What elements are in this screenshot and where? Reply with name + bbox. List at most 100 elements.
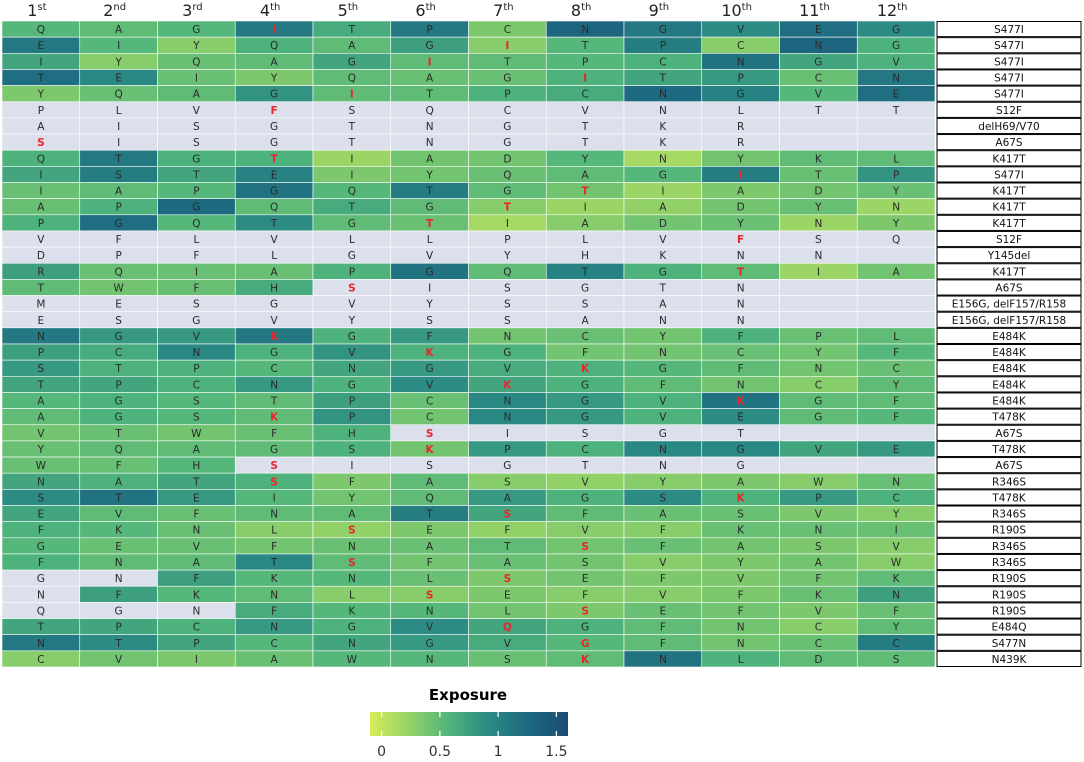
residue-label: S <box>38 492 45 504</box>
residue-label: F <box>737 234 744 246</box>
residue-label: C <box>737 40 744 52</box>
residue-label: G <box>659 24 667 36</box>
residue-label: F <box>660 379 666 391</box>
residue-label: K <box>659 137 667 149</box>
residue-label: N <box>737 379 745 391</box>
row-label: S12F <box>996 234 1022 246</box>
residue-label: F <box>582 347 588 359</box>
column-header: 12th <box>877 1 908 20</box>
residue-label: F <box>116 589 122 601</box>
row-label-box <box>936 263 1082 280</box>
residue-label: P <box>115 202 121 214</box>
residue-label: L <box>193 234 199 246</box>
residue-label: I <box>661 186 664 198</box>
row-label-box <box>936 134 1082 151</box>
residue-label: L <box>738 105 744 117</box>
residue-label: G <box>115 218 123 230</box>
residue-label: I <box>428 56 432 68</box>
heatmap-cell <box>779 424 858 442</box>
residue-label: C <box>193 622 200 634</box>
residue-label: E <box>893 444 900 456</box>
residue-label: N <box>814 525 822 537</box>
residue-label: F <box>738 605 744 617</box>
residue-label: D <box>737 202 745 214</box>
residue-label: N <box>737 622 745 634</box>
residue-label: D <box>503 153 511 165</box>
column-header: 9th <box>649 1 669 20</box>
residue-label: N <box>270 379 278 391</box>
row-label-box <box>936 521 1082 538</box>
residue-label: S <box>504 282 511 294</box>
residue-label: V <box>504 363 512 375</box>
residue-label: F <box>193 250 199 262</box>
residue-label: Q <box>892 234 900 246</box>
residue-label: N <box>37 638 45 650</box>
residue-label: S <box>582 299 589 311</box>
row-label: A67S <box>995 282 1023 294</box>
residue-label: S <box>115 169 122 181</box>
heatmap-cell <box>856 456 936 474</box>
row-label: R190S <box>992 573 1026 585</box>
residue-label: Q <box>114 89 122 101</box>
residue-label: I <box>273 492 276 504</box>
residue-label: V <box>271 315 279 327</box>
residue-label: N <box>270 589 278 601</box>
residue-label: N <box>892 202 900 214</box>
heatmap-cell <box>856 650 936 668</box>
residue-label: N <box>659 347 667 359</box>
residue-label: Y <box>37 444 45 456</box>
residue-label: Y <box>892 379 900 391</box>
residue-label: A <box>271 266 279 278</box>
residue-label: S <box>349 105 356 117</box>
residue-label: G <box>270 89 278 101</box>
residue-label: V <box>37 428 45 440</box>
residue-label: L <box>427 573 433 585</box>
residue-label: N <box>348 573 356 585</box>
residue-label: N <box>37 589 45 601</box>
row-label-box <box>936 634 1082 651</box>
heatmap-cell <box>779 295 858 312</box>
residue-label: Y <box>348 492 356 504</box>
row-label-box <box>936 489 1082 506</box>
residue-label: N <box>192 525 200 537</box>
residue-label: Y <box>892 186 900 198</box>
residue-label: T <box>503 541 511 553</box>
residue-label: Y <box>114 56 122 68</box>
row-label-box <box>936 53 1082 70</box>
residue-label: V <box>893 56 901 68</box>
column-header: 8th <box>571 1 591 20</box>
heatmap-cell <box>856 246 936 264</box>
residue-label: T <box>114 153 122 165</box>
row-label: E484K <box>992 379 1027 391</box>
residue-label: N <box>814 40 822 52</box>
residue-label: L <box>271 525 277 537</box>
residue-label: K <box>581 654 590 666</box>
residue-label: S <box>348 557 356 569</box>
residue-label: N <box>426 121 434 133</box>
residue-label: V <box>504 638 512 650</box>
column-header: 2nd <box>103 1 126 20</box>
row-label-box <box>936 295 1082 312</box>
column-header: 6th <box>415 1 435 20</box>
residue-label: V <box>815 89 823 101</box>
row-label: T478K <box>991 492 1026 504</box>
residue-label: Y <box>503 250 511 262</box>
residue-label: P <box>38 347 44 359</box>
residue-label: T <box>114 428 122 440</box>
residue-label: G <box>581 412 589 424</box>
residue-label: C <box>815 622 822 634</box>
residue-label: A <box>115 476 123 488</box>
residue-label: T <box>37 73 45 85</box>
residue-label: P <box>815 492 821 504</box>
residue-label: D <box>37 250 45 262</box>
residue-label: A <box>115 186 123 198</box>
residue-label: K <box>503 379 512 391</box>
residue-label: Q <box>192 56 200 68</box>
residue-label: T <box>581 40 589 52</box>
residue-label: K <box>270 412 279 424</box>
